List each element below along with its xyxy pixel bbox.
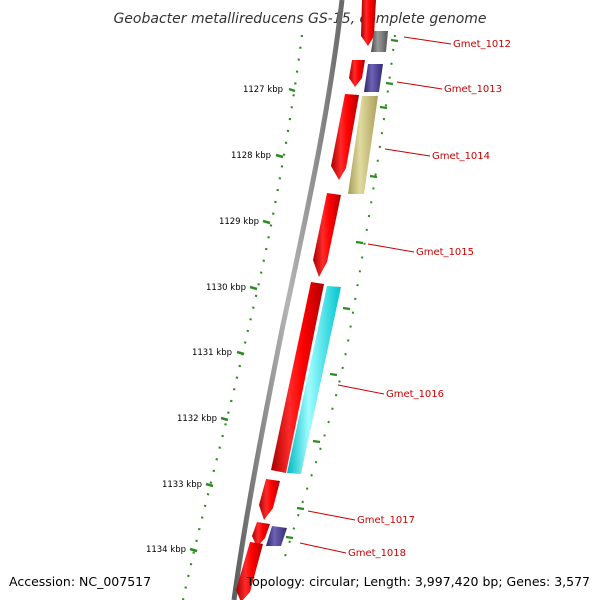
cds-arrow-gmet-1017[interactable] <box>259 479 280 520</box>
feature-scale-ring <box>283 34 396 561</box>
gene-leader-lines <box>299 36 452 554</box>
category-block-gmet-1018[interactable] <box>266 526 287 546</box>
gene-label-gmet-1012[interactable]: Gmet_1012 <box>453 39 511 50</box>
genome-summary-text: Topology: circular; Length: 3,997,420 bp… <box>246 574 590 589</box>
kbp-label-1131: 1131 kbp <box>192 348 232 358</box>
cds-arrow-gmet-1012[interactable] <box>361 0 376 46</box>
category-track <box>266 31 388 546</box>
kbp-labels: 1127 kbp 1128 kbp 1129 kbp 1130 kbp 1131… <box>146 85 283 555</box>
category-block-gmet-1013[interactable] <box>364 64 383 92</box>
cds-arrow-gmet-1013[interactable] <box>349 60 365 87</box>
genome-backbone <box>231 0 345 600</box>
kbp-ticks <box>189 87 296 553</box>
kbp-label-1132: 1132 kbp <box>177 414 217 424</box>
kbp-label-1133: 1133 kbp <box>162 480 202 490</box>
feature-ticks <box>285 38 399 540</box>
map-title: Geobacter metallireducens GS-15, complet… <box>113 11 486 27</box>
cds-arrow-gmet-1019[interactable] <box>236 542 263 600</box>
cds-arrow-gmet-1018[interactable] <box>252 522 270 547</box>
gene-label-gmet-1015[interactable]: Gmet_1015 <box>416 247 474 258</box>
gene-label-gmet-1017[interactable]: Gmet_1017 <box>357 515 415 526</box>
cds-arrow-gmet-1014[interactable] <box>331 94 359 180</box>
category-block-gmet-1016[interactable] <box>287 286 341 474</box>
gene-label-gmet-1018[interactable]: Gmet_1018 <box>348 548 406 559</box>
kbp-label-1128: 1128 kbp <box>231 151 271 161</box>
accession-text: Accession: NC_007517 <box>9 574 151 589</box>
category-block-gmet-1014[interactable] <box>348 96 378 194</box>
cds-arrow-gmet-1015[interactable] <box>313 193 341 277</box>
kbp-label-1134: 1134 kbp <box>146 545 186 555</box>
category-block-gmet-1012[interactable] <box>371 31 388 52</box>
gene-label-gmet-1013[interactable]: Gmet_1013 <box>444 84 502 95</box>
cds-arrow-gmet-1016[interactable] <box>271 282 324 473</box>
gene-label-gmet-1016[interactable]: Gmet_1016 <box>386 389 444 400</box>
kbp-label-1130: 1130 kbp <box>206 283 246 293</box>
kbp-label-1129: 1129 kbp <box>219 217 259 227</box>
cds-track <box>236 0 376 600</box>
kbp-scale-ring <box>181 34 304 600</box>
gene-labels: Gmet_1012 Gmet_1013 Gmet_1014 Gmet_1015 … <box>348 39 511 559</box>
gene-label-gmet-1014[interactable]: Gmet_1014 <box>432 151 490 162</box>
kbp-label-1127: 1127 kbp <box>243 85 283 95</box>
